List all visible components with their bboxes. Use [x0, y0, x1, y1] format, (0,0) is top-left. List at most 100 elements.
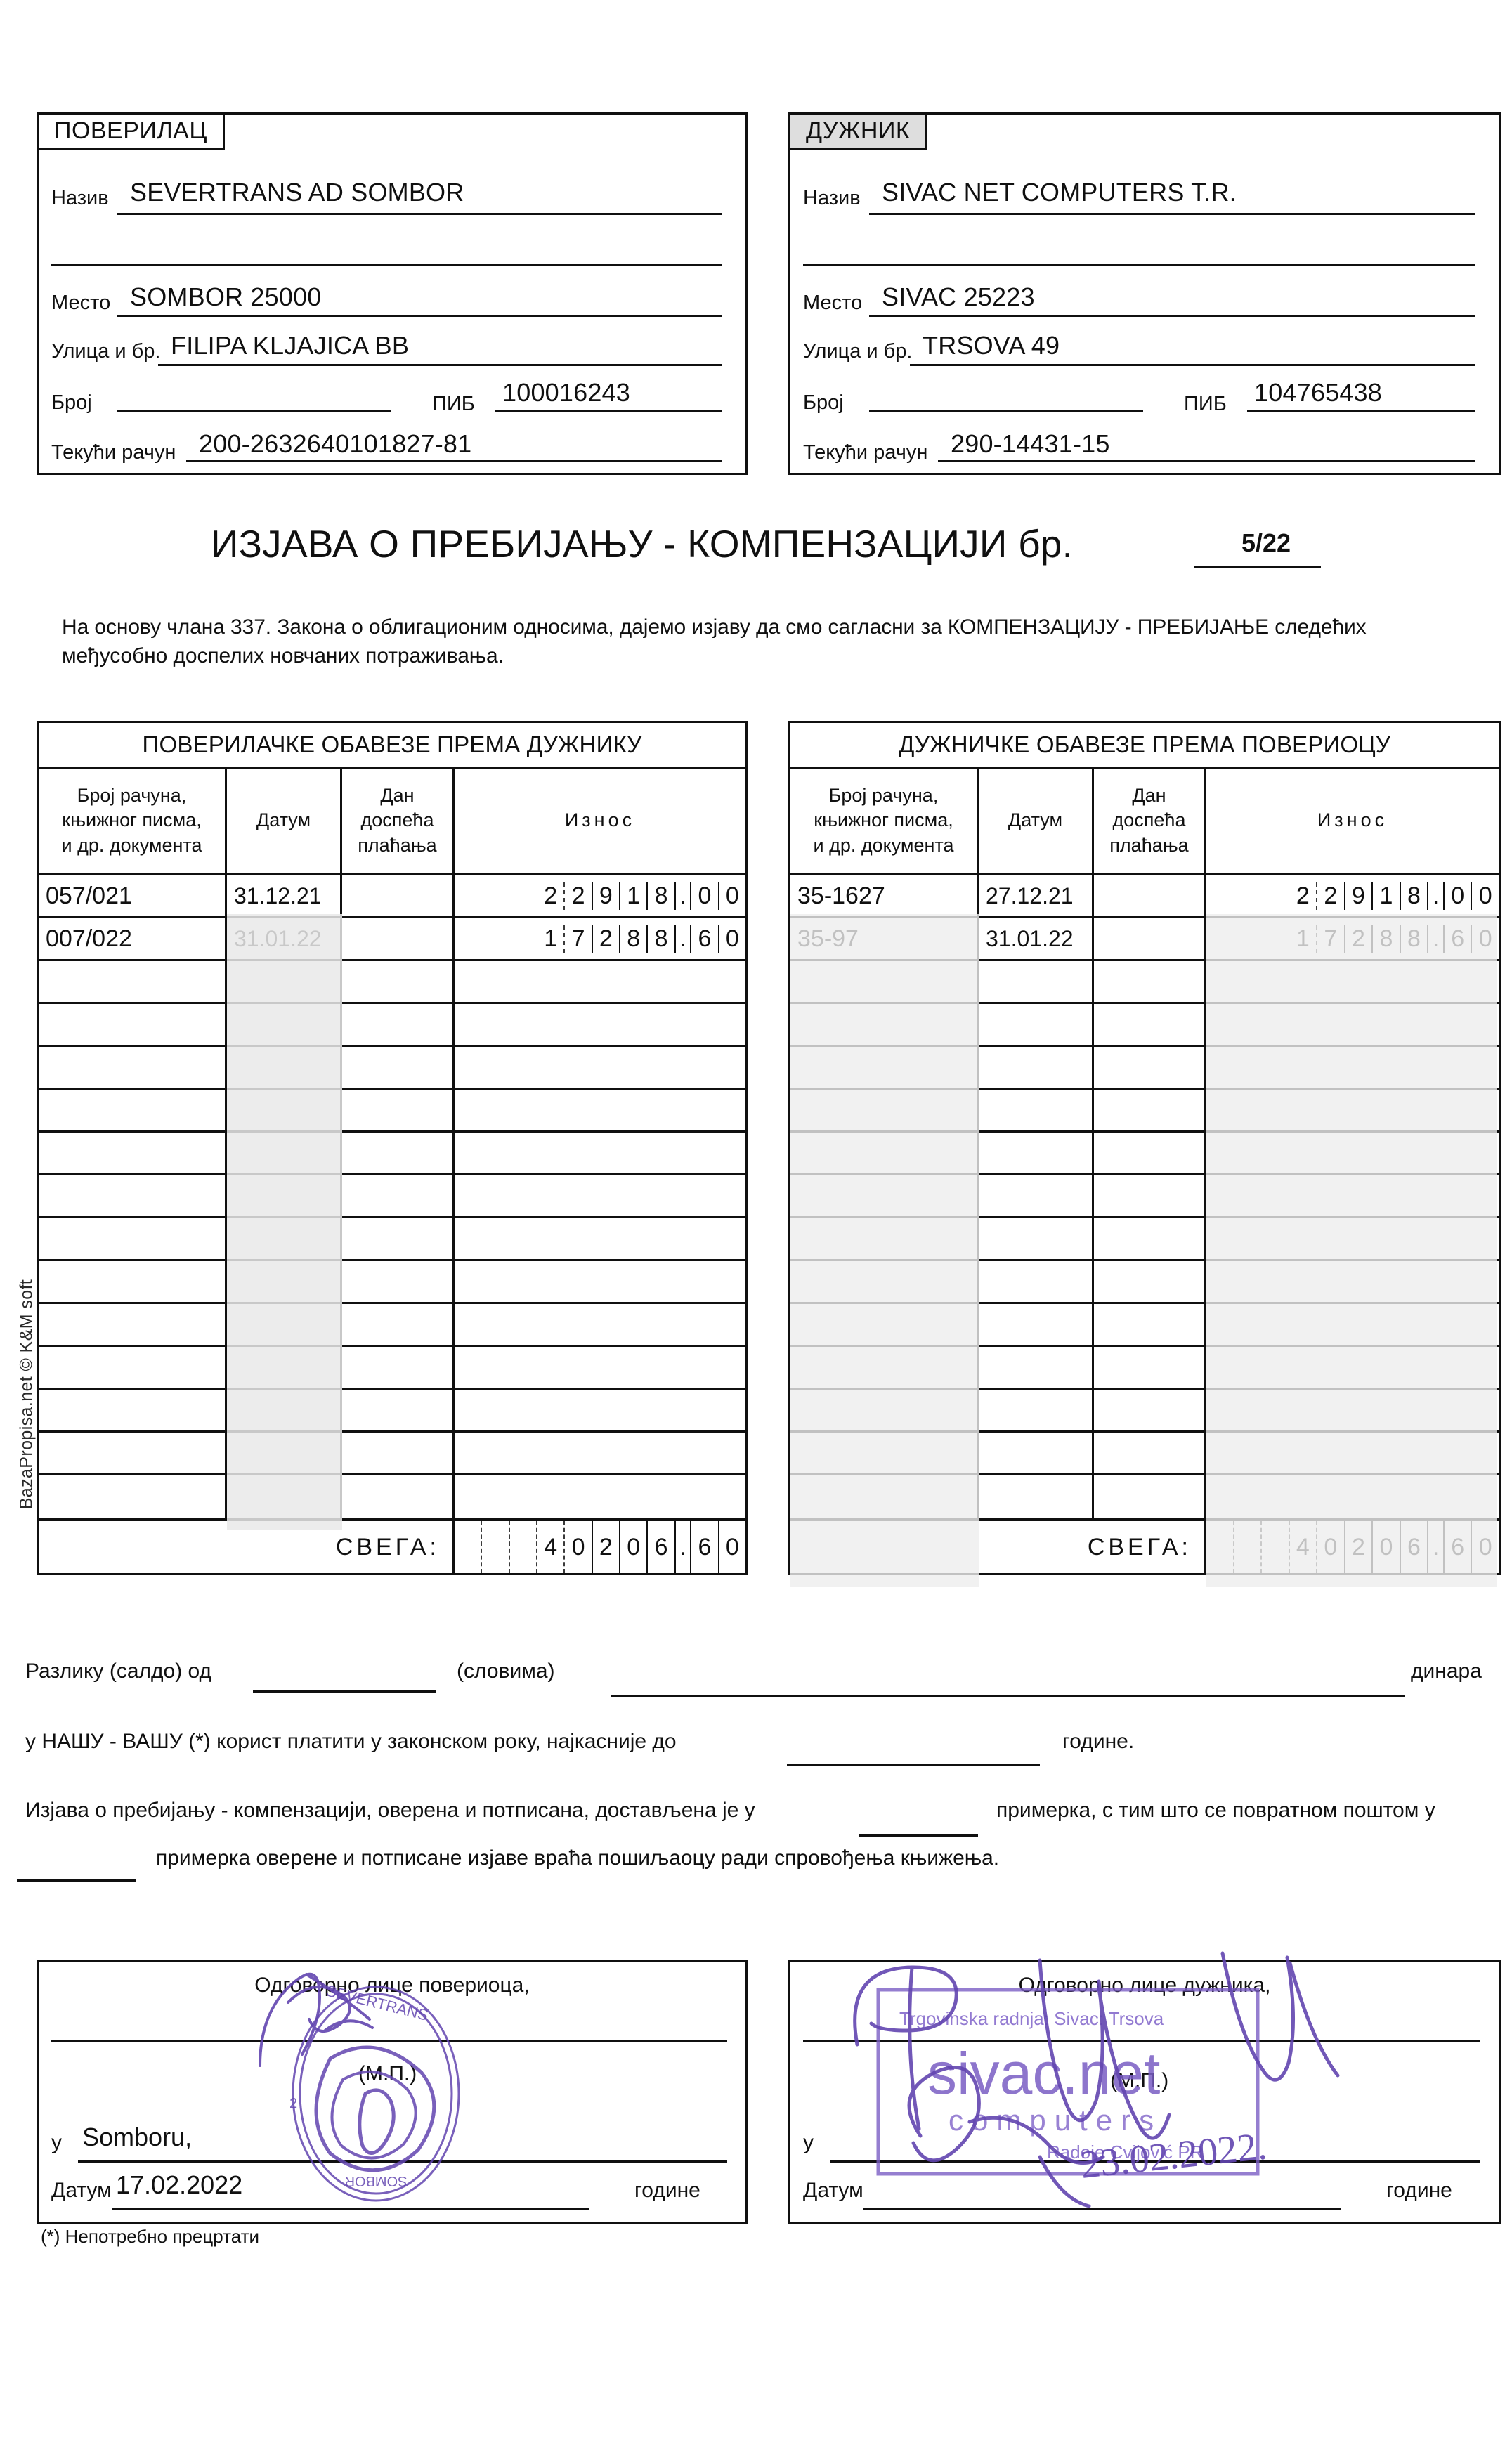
- left-cell-document[interactable]: [39, 1347, 227, 1388]
- left-cell-document[interactable]: [39, 1390, 227, 1430]
- left-cell-amount[interactable]: [455, 1347, 745, 1388]
- left-cell-amount[interactable]: [455, 961, 745, 1002]
- right-cell-date[interactable]: [979, 961, 1094, 1002]
- right-cell-due-date[interactable]: [1094, 1475, 1206, 1518]
- table-row[interactable]: [790, 961, 1499, 1004]
- right-cell-date[interactable]: 31.01.22: [979, 918, 1094, 959]
- table-row[interactable]: [39, 961, 745, 1004]
- table-row[interactable]: [39, 1133, 745, 1175]
- debtor-number-field[interactable]: Број: [803, 364, 1478, 414]
- left-cell-date[interactable]: [227, 1347, 342, 1388]
- right-cell-due-date[interactable]: [1094, 1218, 1206, 1259]
- right-cell-amount[interactable]: [1206, 1218, 1499, 1259]
- primeraka-input-rule-1[interactable]: [859, 1834, 978, 1837]
- table-row[interactable]: [790, 1047, 1499, 1090]
- debtor-account-field[interactable]: Текући рачун 290-14431-15: [803, 410, 1478, 464]
- right-cell-date[interactable]: [979, 1261, 1094, 1302]
- creditor-pib-field[interactable]: ПИБ 100016243: [432, 364, 727, 415]
- right-cell-document[interactable]: [790, 1304, 979, 1345]
- right-cell-date[interactable]: [979, 1304, 1094, 1345]
- right-cell-due-date[interactable]: [1094, 1347, 1206, 1388]
- table-row[interactable]: [39, 1347, 745, 1390]
- table-row[interactable]: [790, 1261, 1499, 1304]
- left-cell-document[interactable]: [39, 961, 227, 1002]
- left-cell-due-date[interactable]: [342, 1090, 455, 1130]
- table-row[interactable]: [39, 1433, 745, 1475]
- table-row[interactable]: [790, 1090, 1499, 1133]
- left-cell-due-date[interactable]: [342, 1433, 455, 1473]
- right-cell-due-date[interactable]: [1094, 1304, 1206, 1345]
- right-cell-document[interactable]: [790, 1261, 979, 1302]
- left-cell-document[interactable]: 007/022: [39, 918, 227, 959]
- left-cell-document[interactable]: [39, 1175, 227, 1216]
- left-cell-due-date[interactable]: [342, 1475, 455, 1518]
- left-cell-amount[interactable]: [455, 1304, 745, 1345]
- table-row[interactable]: 35-97 31.01.22 1 7 2 8 8. 6 0: [790, 918, 1499, 961]
- left-cell-date[interactable]: 31.12.21: [227, 875, 342, 916]
- right-cell-date[interactable]: [979, 1390, 1094, 1430]
- slovima-input-rule[interactable]: [611, 1695, 1405, 1697]
- left-cell-date[interactable]: [227, 1133, 342, 1173]
- left-cell-amount[interactable]: [455, 1133, 745, 1173]
- table-row[interactable]: 35-1627 27.12.21 2 2 9 1 8. 0 0: [790, 875, 1499, 918]
- left-cell-date[interactable]: [227, 1261, 342, 1302]
- table-row[interactable]: [790, 1218, 1499, 1261]
- right-cell-document[interactable]: [790, 1433, 979, 1473]
- right-cell-amount[interactable]: [1206, 1133, 1499, 1173]
- left-cell-amount[interactable]: [455, 1218, 745, 1259]
- right-cell-document[interactable]: [790, 1347, 979, 1388]
- table-row[interactable]: [790, 1004, 1499, 1047]
- left-cell-document[interactable]: [39, 1090, 227, 1130]
- right-cell-due-date[interactable]: [1094, 1090, 1206, 1130]
- left-cell-amount[interactable]: [455, 1390, 745, 1430]
- right-cell-date[interactable]: [979, 1218, 1094, 1259]
- primeraka-input-rule-2[interactable]: [17, 1879, 136, 1882]
- right-cell-amount[interactable]: [1206, 1304, 1499, 1345]
- table-row[interactable]: [790, 1133, 1499, 1175]
- right-cell-date[interactable]: [979, 1433, 1094, 1473]
- right-cell-amount[interactable]: [1206, 1004, 1499, 1045]
- table-row[interactable]: [39, 1390, 745, 1433]
- left-cell-document[interactable]: [39, 1133, 227, 1173]
- right-cell-amount[interactable]: [1206, 1347, 1499, 1388]
- right-cell-document[interactable]: 35-97: [790, 918, 979, 959]
- debtor-pib-field[interactable]: ПИБ 104765438: [1184, 364, 1479, 415]
- left-cell-due-date[interactable]: [342, 1347, 455, 1388]
- right-cell-due-date[interactable]: [1094, 875, 1206, 916]
- table-row[interactable]: [39, 1218, 745, 1261]
- left-cell-amount[interactable]: [455, 1090, 745, 1130]
- table-row[interactable]: [790, 1347, 1499, 1390]
- table-row[interactable]: 007/022 31.01.22 1 7 2 8 8. 6 0: [39, 918, 745, 961]
- left-cell-date[interactable]: [227, 1090, 342, 1130]
- right-cell-date[interactable]: [979, 1175, 1094, 1216]
- left-cell-document[interactable]: 057/021: [39, 875, 227, 916]
- right-cell-due-date[interactable]: [1094, 1261, 1206, 1302]
- table-row[interactable]: [790, 1390, 1499, 1433]
- right-cell-amount[interactable]: [1206, 1090, 1499, 1130]
- saldo-input-rule[interactable]: [253, 1690, 436, 1693]
- right-cell-date[interactable]: [979, 1347, 1094, 1388]
- table-row[interactable]: [790, 1175, 1499, 1218]
- debtor-name-field[interactable]: Назив SIVAC NET COMPUTERS T.R.: [803, 174, 1478, 213]
- table-row[interactable]: [39, 1475, 745, 1518]
- right-cell-document[interactable]: [790, 1047, 979, 1088]
- right-cell-due-date[interactable]: [1094, 1433, 1206, 1473]
- left-cell-document[interactable]: [39, 1047, 227, 1088]
- left-cell-date[interactable]: [227, 1218, 342, 1259]
- right-cell-document[interactable]: 35-1627: [790, 875, 979, 916]
- right-cell-date[interactable]: [979, 1004, 1094, 1045]
- left-cell-date[interactable]: [227, 1047, 342, 1088]
- right-cell-document[interactable]: [790, 1390, 979, 1430]
- left-cell-due-date[interactable]: [342, 1390, 455, 1430]
- right-cell-due-date[interactable]: [1094, 1175, 1206, 1216]
- debtor-place-rule[interactable]: [830, 2160, 1480, 2163]
- left-cell-date[interactable]: 31.01.22: [227, 918, 342, 959]
- right-cell-amount[interactable]: [1206, 1390, 1499, 1430]
- left-cell-due-date[interactable]: [342, 1133, 455, 1173]
- left-cell-date[interactable]: [227, 1433, 342, 1473]
- left-cell-amount[interactable]: [455, 1261, 745, 1302]
- left-cell-date[interactable]: [227, 1175, 342, 1216]
- right-cell-amount[interactable]: [1206, 1175, 1499, 1216]
